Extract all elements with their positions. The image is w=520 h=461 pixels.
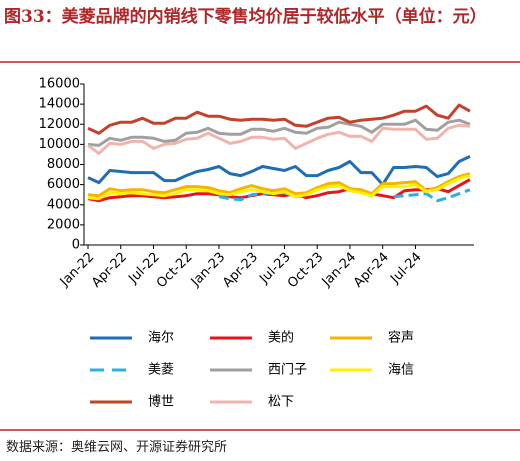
y-tick-label: 4000 [47, 197, 80, 212]
x-tick-label: Oct-23 [285, 250, 327, 292]
x-tick-label: Jan-24 [319, 250, 360, 291]
series-line [87, 178, 471, 203]
legend-label: 松下 [268, 395, 294, 410]
x-tick-label: Apr-22 [89, 250, 130, 291]
legend-label: 海信 [388, 363, 414, 378]
series-line [87, 172, 471, 198]
series-line [87, 118, 471, 147]
y-tick-label: 16000 [39, 77, 80, 92]
legend-label: 博世 [148, 395, 174, 410]
y-tick-label: 6000 [47, 177, 80, 192]
y-tick-label: 14000 [39, 97, 80, 112]
series-line [87, 155, 471, 187]
legend-label: 西门子 [268, 363, 307, 378]
series-line [218, 188, 471, 203]
x-tick-label: Jan-22 [57, 250, 98, 291]
x-tick-label: Jan-23 [188, 250, 229, 291]
legend-label: 容声 [388, 330, 414, 346]
x-tick-label: Oct-22 [154, 250, 196, 292]
legend-label: 海尔 [148, 331, 174, 346]
x-tick-label: Jul-24 [387, 250, 424, 287]
series-line [87, 123, 471, 155]
y-tick-label: 10000 [39, 137, 80, 152]
y-tick-label: 8000 [47, 157, 80, 172]
legend-label: 美菱 [148, 363, 174, 378]
x-tick-label: Apr-23 [220, 250, 261, 291]
chart-title: 图33：美菱品牌的内销线下零售均价居于较低水平（单位：元） [4, 7, 487, 27]
y-tick-label: 0 [72, 238, 80, 253]
y-tick-label: 2000 [47, 217, 80, 232]
legend-label: 美的 [268, 330, 294, 346]
x-tick-label: Apr-24 [351, 250, 392, 291]
source-note: 数据来源：奥维云网、开源证券研究所 [6, 440, 228, 455]
y-tick-label: 12000 [39, 117, 80, 132]
series-line [87, 174, 471, 201]
series-line [87, 103, 471, 135]
